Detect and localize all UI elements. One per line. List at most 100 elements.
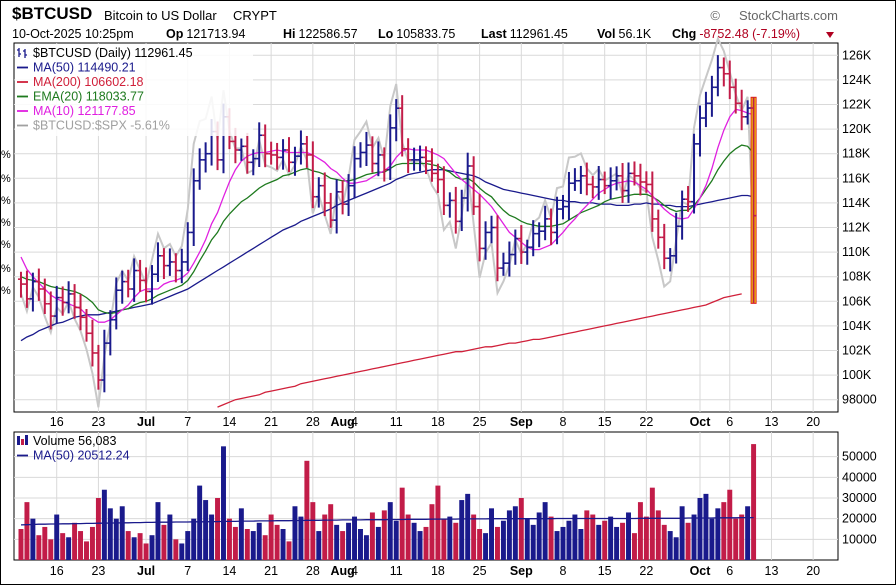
volume-date-axis-label: 14	[222, 564, 236, 578]
date-axis-label: 23	[91, 415, 105, 429]
volume-date-axis-label: 18	[431, 564, 445, 578]
volume-bar	[262, 535, 268, 560]
volume-bar	[560, 526, 566, 560]
date-axis-label: 18	[431, 415, 445, 429]
date-axis-label: Aug	[330, 415, 354, 429]
volume-date-axis-label: 6	[726, 564, 733, 578]
volume-ma-layer	[20, 516, 754, 526]
volume-bar	[179, 543, 185, 560]
volume-bar	[54, 514, 60, 560]
volume-bar	[512, 506, 518, 560]
volume-bar	[739, 514, 745, 560]
instrument-name: Bitcoin to US Dollar	[104, 8, 217, 23]
price-axis-label: 122K	[842, 98, 872, 112]
volume-date-axis-label: 13	[765, 564, 779, 578]
volume-date-axis-label: 21	[264, 564, 278, 578]
volume-date-axis-label: 4	[351, 564, 358, 578]
quote-last: Last 112961.45	[481, 27, 568, 41]
volume-bar	[137, 533, 143, 560]
volume-bar	[203, 500, 209, 560]
volume-bar	[244, 529, 250, 560]
left-edge-label: %	[1, 173, 11, 185]
date-axis-label: 20	[806, 415, 820, 429]
date-axis-label: 15	[598, 415, 612, 429]
volume-bar	[691, 514, 697, 560]
ohlc-bars-layer	[17, 55, 757, 393]
volume-date-axis-label: Jul	[137, 564, 155, 578]
down-triangle-icon	[826, 32, 834, 38]
date-axis-label: 6	[726, 415, 733, 429]
price-legend-item: $BTCUSD (Daily) 112961.45	[33, 46, 193, 60]
volume-axis-label: 10000	[842, 532, 877, 546]
volume-bar	[733, 518, 739, 560]
volume-axis-label: 50000	[842, 450, 877, 464]
volume-ma50-line	[20, 516, 754, 526]
volume-bar	[209, 514, 215, 560]
price-axis-label: 116K	[842, 171, 871, 185]
price-axis-label: 100K	[842, 368, 872, 382]
date-axis-label: 25	[473, 415, 487, 429]
volume-bar	[536, 512, 542, 560]
volume-bar	[292, 506, 298, 560]
price-legend-item: MA(10) 121177.85	[33, 104, 136, 118]
volume-bar	[590, 514, 596, 560]
price-axis-label: 106K	[842, 294, 872, 308]
volume-bar	[447, 516, 453, 560]
volume-bar	[697, 498, 703, 560]
volume-bar	[358, 529, 363, 560]
ma10-line	[20, 108, 754, 323]
volume-bar	[548, 516, 554, 560]
volume-bar	[649, 487, 655, 560]
volume-bar	[417, 531, 423, 560]
volume-bar	[655, 510, 661, 560]
volume-bar	[465, 493, 471, 560]
volume-axis-label: 20000	[842, 512, 877, 526]
volume-date-axis-label: 20	[806, 564, 820, 578]
volume-bar	[375, 526, 381, 560]
volume-date-axis-label: 28	[306, 564, 320, 578]
date-axis-label: Oct	[690, 415, 712, 429]
volume-date-axis-label: Aug	[330, 564, 354, 578]
left-edge-label: %	[1, 263, 11, 275]
copyright-icon: ©	[710, 8, 720, 23]
volume-bar	[101, 489, 107, 560]
volume-bar	[250, 531, 256, 560]
volume-bar	[721, 502, 727, 560]
volume-date-axis-label: 23	[91, 564, 105, 578]
volume-bar	[751, 444, 757, 560]
volume-bar	[477, 529, 483, 560]
date-axis-label: 11	[390, 415, 403, 429]
volume-bar	[119, 506, 125, 560]
volume-bar	[709, 518, 715, 560]
volume-bar	[584, 510, 590, 560]
volume-bar	[131, 537, 137, 560]
volume-bar	[727, 489, 733, 560]
quote-low: Lo 105833.75	[378, 27, 456, 41]
volume-bar	[489, 508, 494, 560]
volume-bar	[626, 512, 631, 560]
date-axis-label: 4	[351, 415, 358, 429]
volume-bar	[506, 510, 512, 560]
volume-bar	[185, 531, 191, 560]
volume-bar	[328, 504, 334, 560]
volume-date-axis-label: 11	[390, 564, 403, 578]
volume-bar	[453, 522, 459, 560]
exchange-label: CRYPT	[233, 8, 277, 23]
volume-bar	[393, 520, 399, 560]
volume-bar	[18, 529, 24, 560]
timestamp: 10-Oct-2025 10:25pm	[12, 27, 134, 41]
volume-bar	[48, 539, 54, 560]
ratio-line	[20, 35, 755, 408]
volume-bar	[298, 516, 304, 560]
volume-bar	[167, 514, 173, 560]
date-axis-label: 22	[639, 415, 653, 429]
volume-bar	[36, 535, 42, 560]
price-legend-item: $BTCUSD:$SPX -5.61%	[33, 119, 170, 133]
volume-bar	[24, 502, 30, 560]
volume-bar	[226, 518, 232, 560]
volume-bar	[268, 514, 274, 560]
volume-legend-item: Volume 56,083	[33, 434, 116, 448]
volume-bar	[411, 522, 417, 560]
ratio-line-layer	[20, 35, 755, 408]
